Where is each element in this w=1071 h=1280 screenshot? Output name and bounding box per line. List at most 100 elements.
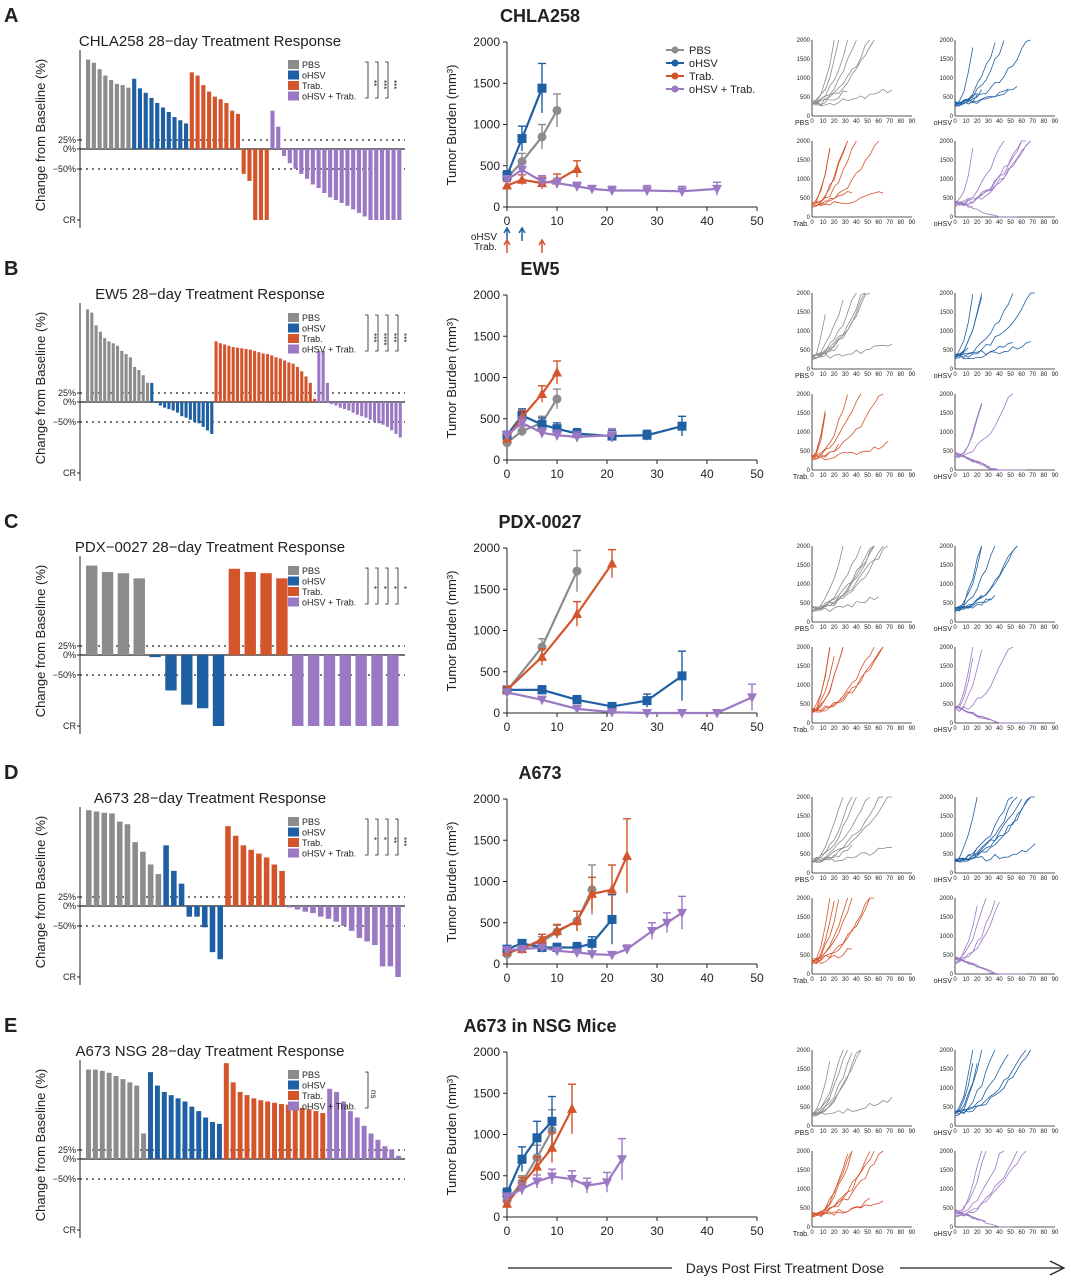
spider-line <box>811 299 844 356</box>
significance-bracket <box>375 61 379 99</box>
waterfall-bar <box>149 655 161 658</box>
spider-y-tick-label: 1500 <box>797 1067 811 1073</box>
growth-point <box>502 175 512 186</box>
spider-y-tick-label: 1000 <box>797 934 811 940</box>
spider-line <box>811 545 888 612</box>
growth-point <box>552 179 562 189</box>
growth-point <box>712 709 722 719</box>
waterfall-bar <box>103 338 107 402</box>
legend-swatch <box>288 91 299 101</box>
spider-x-tick-label: 20 <box>974 372 981 378</box>
spider-line <box>954 1150 987 1218</box>
waterfall-bar <box>270 110 275 149</box>
growth-point <box>517 1154 527 1164</box>
spider-x-tick-label: 80 <box>898 372 905 378</box>
spider-x-tick-label: 40 <box>853 1129 860 1135</box>
spider-line <box>811 190 853 206</box>
waterfall-bar <box>279 870 285 906</box>
spider-y-tick-label: 1500 <box>940 158 954 164</box>
growth-point <box>607 708 617 718</box>
spider-y-tick-label: 500 <box>943 1206 954 1212</box>
spider-y-tick-label: 2000 <box>797 896 811 902</box>
growth-point <box>517 945 527 955</box>
spider-y-tick-label: 500 <box>800 702 811 708</box>
waterfall-bar <box>385 402 389 427</box>
growth-point <box>537 943 547 953</box>
panel-letter: E <box>4 1015 17 1037</box>
spider-line <box>954 1049 1031 1115</box>
waterfall-bar <box>171 402 175 411</box>
spider-x-tick-label: 30 <box>842 372 849 378</box>
waterfall-bar <box>163 845 169 906</box>
spider-line <box>811 90 848 106</box>
spider-y-tick-label: 1500 <box>797 411 811 417</box>
spider-plot-oHSV: 0 500 1000 1500 2000 0 10 20 30 40 50 60 70 80 90 oHSV <box>934 291 1059 380</box>
waterfall-bar <box>316 149 321 189</box>
legend-swatch <box>288 817 299 826</box>
spider-line <box>811 443 840 460</box>
spider-line <box>954 140 1031 207</box>
growth-point <box>677 908 687 919</box>
legend-label: PBS <box>302 566 320 576</box>
growth-point <box>602 1178 612 1188</box>
spider-y-tick-label: 1500 <box>797 310 811 316</box>
growth-x-tick-label: 20 <box>600 214 614 228</box>
waterfall-bar <box>227 345 231 402</box>
waterfall-bar <box>109 80 114 149</box>
waterfall-tick-label: −50% <box>53 921 76 931</box>
growth-point <box>517 418 527 429</box>
growth-point <box>572 608 582 618</box>
significance-label: **** <box>379 333 388 345</box>
waterfall-bar <box>98 331 102 402</box>
growth-series-line <box>506 109 558 179</box>
waterfall-bar <box>86 1069 91 1159</box>
spider-line <box>954 545 996 611</box>
waterfall-bar <box>178 883 185 906</box>
spider-y-tick-label: 2000 <box>940 139 954 145</box>
waterfall-bar <box>310 149 315 185</box>
spider-x-tick-label: 40 <box>853 372 860 378</box>
spider-x-tick-label: 90 <box>1052 220 1059 226</box>
waterfall-bar <box>274 357 278 402</box>
waterfall-bar <box>325 906 332 919</box>
waterfall-bar <box>183 123 189 149</box>
significance-label: *** <box>399 333 408 342</box>
growth-x-tick-label: 20 <box>600 1224 614 1238</box>
spider-y-tick-label: 0 <box>807 1225 811 1231</box>
growth-point <box>642 186 652 196</box>
spider-x-tick-label: 60 <box>1018 977 1025 983</box>
waterfall-bar <box>197 402 201 424</box>
spider-x-tick-label: 10 <box>963 876 970 882</box>
waterfall-tick-label: −50% <box>53 670 76 680</box>
waterfall-bar <box>313 398 317 402</box>
spider-x-tick-label: 80 <box>1041 726 1048 732</box>
waterfall-bar <box>149 97 154 149</box>
spider-x-tick-label: 70 <box>1029 977 1036 983</box>
legend-swatch <box>288 60 299 69</box>
spider-x-tick-label: 80 <box>898 726 905 732</box>
spider-x-tick-label: 40 <box>853 1230 860 1236</box>
spider-x-tick-label: 90 <box>1052 119 1059 125</box>
spider-line <box>954 1050 983 1112</box>
spider-line <box>954 957 1027 975</box>
spider-y-tick-label: 1500 <box>797 158 811 164</box>
spider-x-tick-label: 30 <box>985 473 992 479</box>
spider-x-tick-label: 0 <box>810 1129 814 1135</box>
spider-x-tick-label: 0 <box>953 876 957 882</box>
spider-x-tick-label: 60 <box>1018 220 1025 226</box>
spider-x-tick-label: 10 <box>963 625 970 631</box>
waterfall-bar <box>181 655 193 705</box>
spider-line <box>811 646 884 714</box>
spider-line <box>954 293 1014 357</box>
spider-x-tick-label: 30 <box>985 372 992 378</box>
spider-group-label: oHSV <box>934 1231 953 1238</box>
spider-x-tick-label: 70 <box>1029 726 1036 732</box>
spider-line <box>954 452 1009 471</box>
waterfall-bar <box>258 149 264 220</box>
spider-group-label: Trab. <box>793 978 809 985</box>
spider-y-tick-label: 2000 <box>797 544 811 550</box>
waterfall-bar <box>235 347 240 402</box>
significance-bracket <box>385 61 389 99</box>
growth-x-tick-label: 10 <box>550 1224 564 1238</box>
waterfall-bar <box>86 59 91 150</box>
